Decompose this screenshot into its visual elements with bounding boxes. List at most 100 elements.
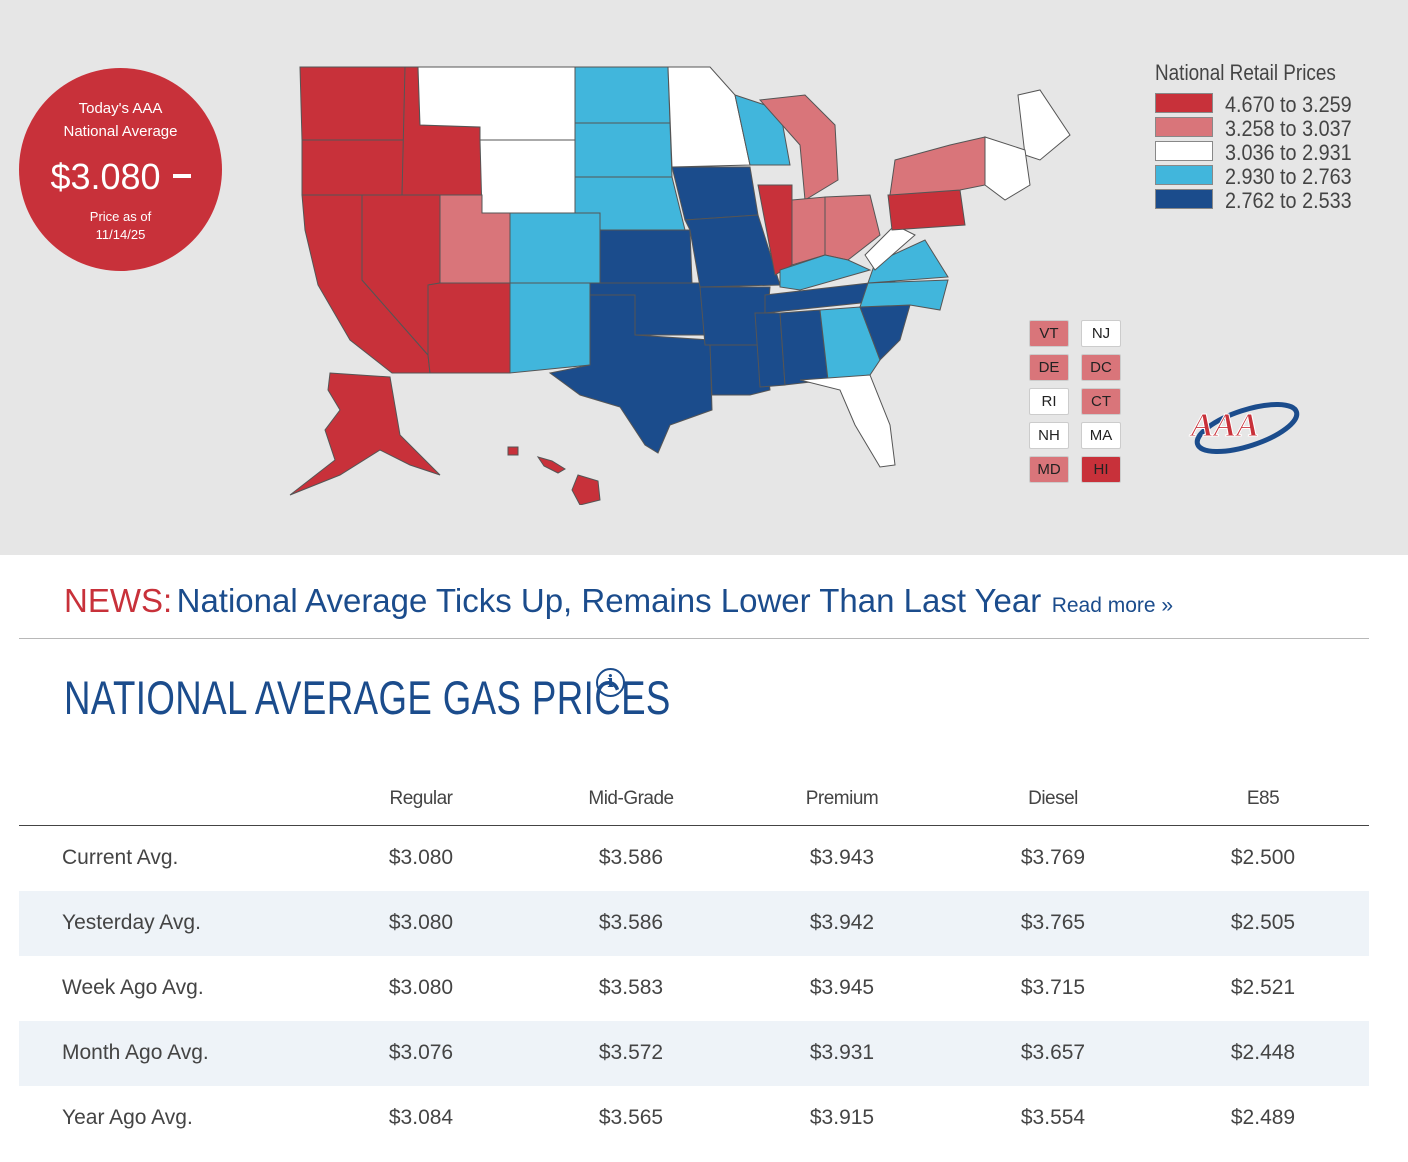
info-icon[interactable]: i <box>596 668 625 697</box>
state-box-ma[interactable]: MA <box>1081 422 1121 449</box>
price-cell: $3.765 <box>1020 911 1086 934</box>
state-or[interactable] <box>301 139 406 196</box>
legend-row: 3.258 to 3.037 <box>1155 116 1365 141</box>
state-nd[interactable] <box>574 66 671 124</box>
table-row: Week Ago Avg. $3.080 $3.583 $3.945 $3.715 $2.… <box>19 956 1369 1021</box>
column-header: Regular <box>389 788 453 809</box>
legend-label: 3.258 to 3.037 <box>1225 116 1352 141</box>
divider <box>19 638 1369 639</box>
price-cell: $2.448 <box>1230 1041 1296 1064</box>
state-fl[interactable] <box>799 374 896 468</box>
state-ny[interactable] <box>889 136 986 196</box>
state-wy[interactable] <box>479 139 576 214</box>
table-row: Year Ago Avg. $3.084 $3.565 $3.915 $3.554 $2.… <box>19 1086 1369 1151</box>
state-hi[interactable] <box>571 474 601 505</box>
price-cell: $3.769 <box>1020 846 1086 869</box>
state-box-vt[interactable]: VT <box>1029 320 1069 347</box>
state-ga[interactable] <box>819 306 881 381</box>
legend-swatch <box>1155 141 1213 161</box>
price-cell: $3.080 <box>388 846 454 869</box>
legend-label: 2.930 to 2.763 <box>1225 164 1352 189</box>
price-cell: $3.915 <box>809 1106 875 1129</box>
state-mn[interactable] <box>667 66 751 168</box>
state-ne-coast[interactable] <box>984 136 1031 201</box>
state-mi[interactable] <box>758 94 839 201</box>
state-ks[interactable] <box>599 229 693 284</box>
column-header: Mid-Grade <box>588 788 674 809</box>
state-la[interactable] <box>709 344 771 396</box>
price-cell: $3.657 <box>1020 1041 1086 1064</box>
state-tx[interactable] <box>548 294 713 454</box>
column-header: E85 <box>1246 788 1280 809</box>
price-cell: $2.489 <box>1230 1106 1296 1129</box>
state-box-ri[interactable]: RI <box>1029 388 1069 415</box>
state-co[interactable] <box>509 212 601 284</box>
state-wv[interactable] <box>864 224 916 271</box>
badge-as-of-date: 11/14/25 <box>95 227 146 242</box>
column-header: Premium <box>805 788 879 809</box>
state-va[interactable] <box>867 239 949 284</box>
legend-swatch <box>1155 93 1213 113</box>
aaa-logo-text: AAA <box>1189 407 1259 444</box>
aaa-logo[interactable]: AAA <box>1185 398 1300 468</box>
badge-line2: National Average <box>63 123 178 140</box>
state-box-nh[interactable]: NH <box>1029 422 1069 449</box>
state-hi-kauai[interactable] <box>507 446 519 456</box>
legend-label: 2.762 to 2.533 <box>1225 188 1352 213</box>
state-me[interactable] <box>1017 89 1071 161</box>
price-cell: $3.084 <box>388 1106 454 1129</box>
price-cell: $3.715 <box>1020 976 1086 999</box>
state-box-dc[interactable]: DC <box>1081 354 1121 381</box>
read-more-link[interactable]: Read more » <box>1051 594 1174 617</box>
state-hi-islands[interactable] <box>536 456 566 474</box>
badge-as-of-label: Price as of <box>89 209 152 224</box>
table-row: Current Avg. $3.080 $3.586 $3.943 $3.769 $2.5… <box>19 826 1369 891</box>
price-cell: $3.931 <box>809 1041 875 1064</box>
price-legend: National Retail Prices 4.670 to 3.259 3.2… <box>1155 60 1365 213</box>
table-row: Month Ago Avg. $3.076 $3.572 $3.931 $3.657 $2… <box>19 1021 1369 1086</box>
unchanged-dash-icon <box>172 174 191 179</box>
price-cell: $3.554 <box>1020 1106 1086 1129</box>
price-cell: $3.943 <box>809 846 875 869</box>
state-box-ct[interactable]: CT <box>1081 388 1121 415</box>
state-wa[interactable] <box>299 66 406 141</box>
state-nc[interactable] <box>859 279 949 311</box>
news-headline-link[interactable]: National Average Ticks Up, Remains Lower… <box>176 582 1042 619</box>
legend-label: 4.670 to 3.259 <box>1225 92 1352 117</box>
us-price-map[interactable] <box>280 55 1100 505</box>
state-nm[interactable] <box>509 282 591 374</box>
state-ky[interactable] <box>779 254 872 291</box>
state-box-de[interactable]: DE <box>1029 354 1069 381</box>
state-box-md[interactable]: MD <box>1029 456 1069 483</box>
price-cell: $3.080 <box>388 911 454 934</box>
state-pa[interactable] <box>887 189 966 231</box>
price-cell: $3.586 <box>598 911 664 934</box>
news-bar: NEWS: National Average Ticks Up, Remains… <box>64 582 1173 620</box>
state-in[interactable] <box>791 196 826 266</box>
price-cell: $2.500 <box>1230 846 1296 869</box>
national-average-badge: Today's AAA National Average $3.080 Pric… <box>19 68 222 271</box>
price-cell: $3.583 <box>598 976 664 999</box>
price-cell: $3.945 <box>809 976 875 999</box>
row-label: Year Ago Avg. <box>62 1106 193 1129</box>
price-cell: $2.521 <box>1230 976 1296 999</box>
state-oh[interactable] <box>824 194 881 261</box>
row-label: Current Avg. <box>62 846 179 869</box>
price-cell: $3.076 <box>388 1041 454 1064</box>
row-label: Month Ago Avg. <box>62 1041 209 1064</box>
state-mo[interactable] <box>684 214 781 288</box>
state-az[interactable] <box>427 282 511 374</box>
legend-row: 2.762 to 2.533 <box>1155 188 1365 213</box>
news-tag: NEWS: <box>64 582 173 619</box>
legend-row: 3.036 to 2.931 <box>1155 140 1365 165</box>
state-box-hi[interactable]: HI <box>1081 456 1121 483</box>
price-cell: $3.080 <box>388 976 454 999</box>
legend-swatch <box>1155 189 1213 209</box>
state-box-nj[interactable]: NJ <box>1081 320 1121 347</box>
badge-as-of: Price as of 11/14/25 <box>19 208 222 244</box>
legend-row: 4.670 to 3.259 <box>1155 92 1365 117</box>
state-ia[interactable] <box>671 166 759 221</box>
state-ak[interactable] <box>289 372 441 496</box>
state-sd[interactable] <box>574 122 673 178</box>
legend-swatch <box>1155 165 1213 185</box>
